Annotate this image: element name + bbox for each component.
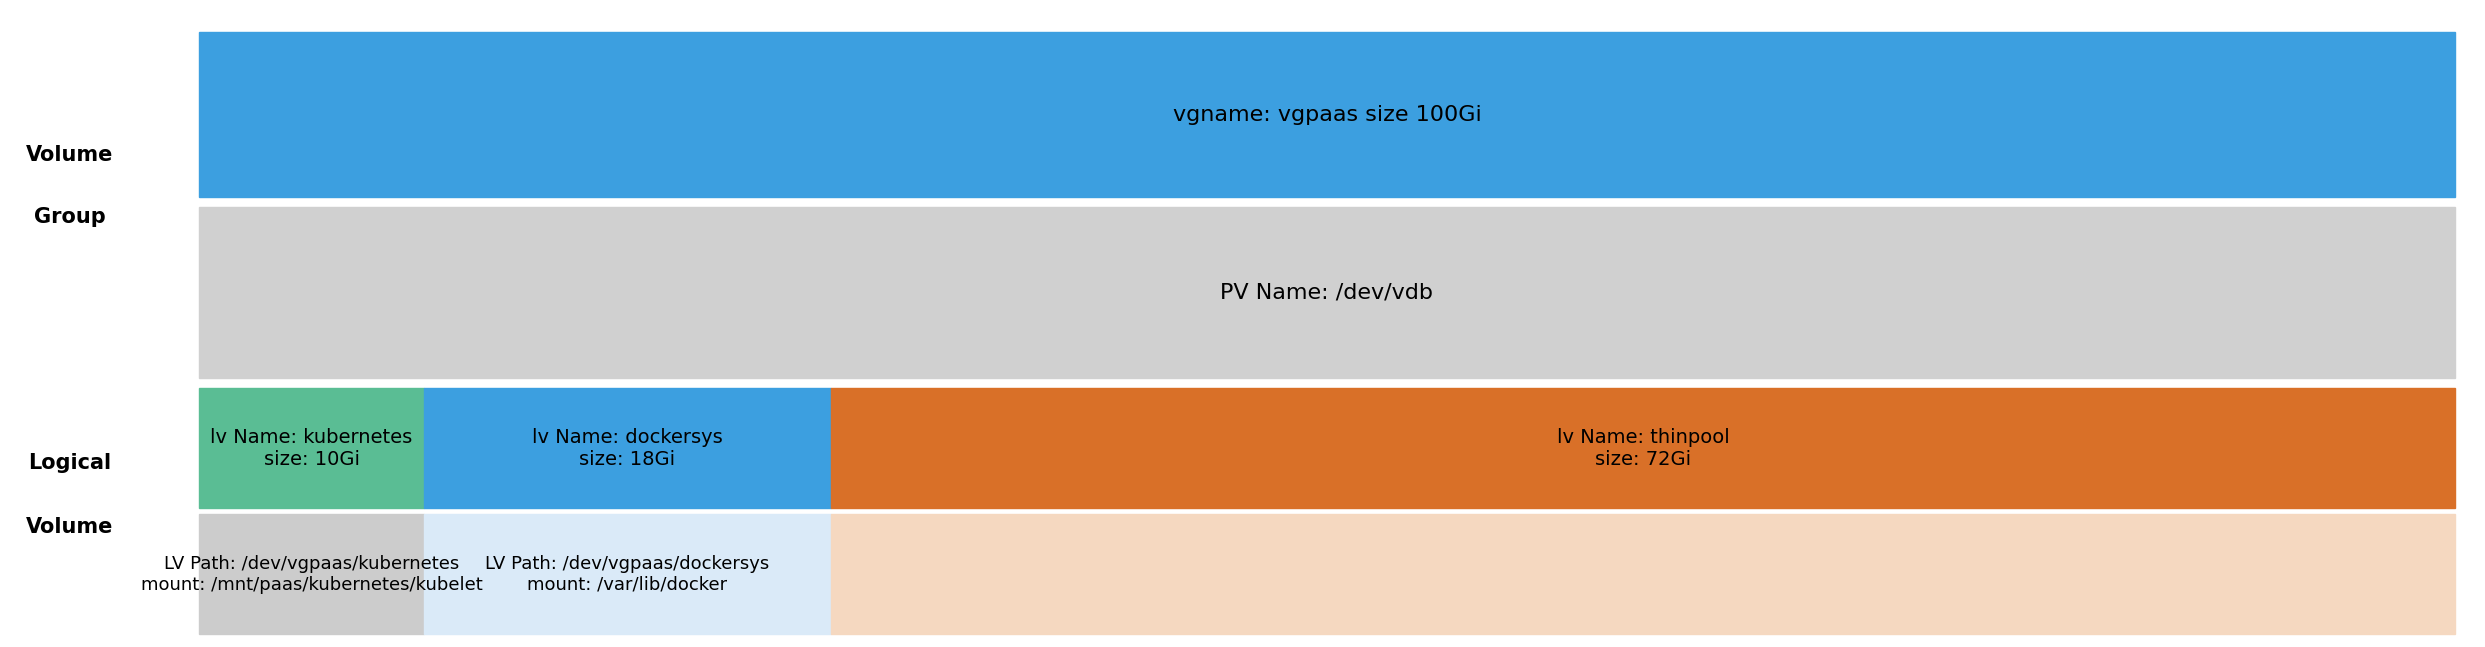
Bar (199, 32, 2455, 197)
Text: Volume: Volume (25, 518, 114, 537)
Bar (830, 514, 2455, 634)
Text: lv Name: thinpool
size: 72Gi: lv Name: thinpool size: 72Gi (1556, 428, 1730, 468)
Text: lv Name: kubernetes
size: 10Gi: lv Name: kubernetes size: 10Gi (211, 428, 413, 468)
Text: Group: Group (35, 207, 104, 226)
Bar (199, 514, 425, 634)
Text: Volume: Volume (25, 146, 114, 165)
Bar (830, 388, 2455, 508)
Bar (425, 514, 830, 634)
Text: LV Path: /dev/vgpaas/dockersys
mount: /var/lib/docker: LV Path: /dev/vgpaas/dockersys mount: /v… (485, 555, 770, 593)
Bar (199, 388, 425, 508)
Text: Logical: Logical (27, 453, 112, 472)
Text: PV Name: /dev/vdb: PV Name: /dev/vdb (1220, 283, 1434, 303)
Text: vgname: vgpaas size 100Gi: vgname: vgpaas size 100Gi (1173, 105, 1481, 125)
Text: lv Name: dockersys
size: 18Gi: lv Name: dockersys size: 18Gi (532, 428, 723, 468)
Text: LV Path: /dev/vgpaas/kubernetes
mount: /mnt/paas/kubernetes/kubelet: LV Path: /dev/vgpaas/kubernetes mount: /… (142, 555, 482, 593)
Bar (425, 388, 830, 508)
Bar (199, 207, 2455, 378)
